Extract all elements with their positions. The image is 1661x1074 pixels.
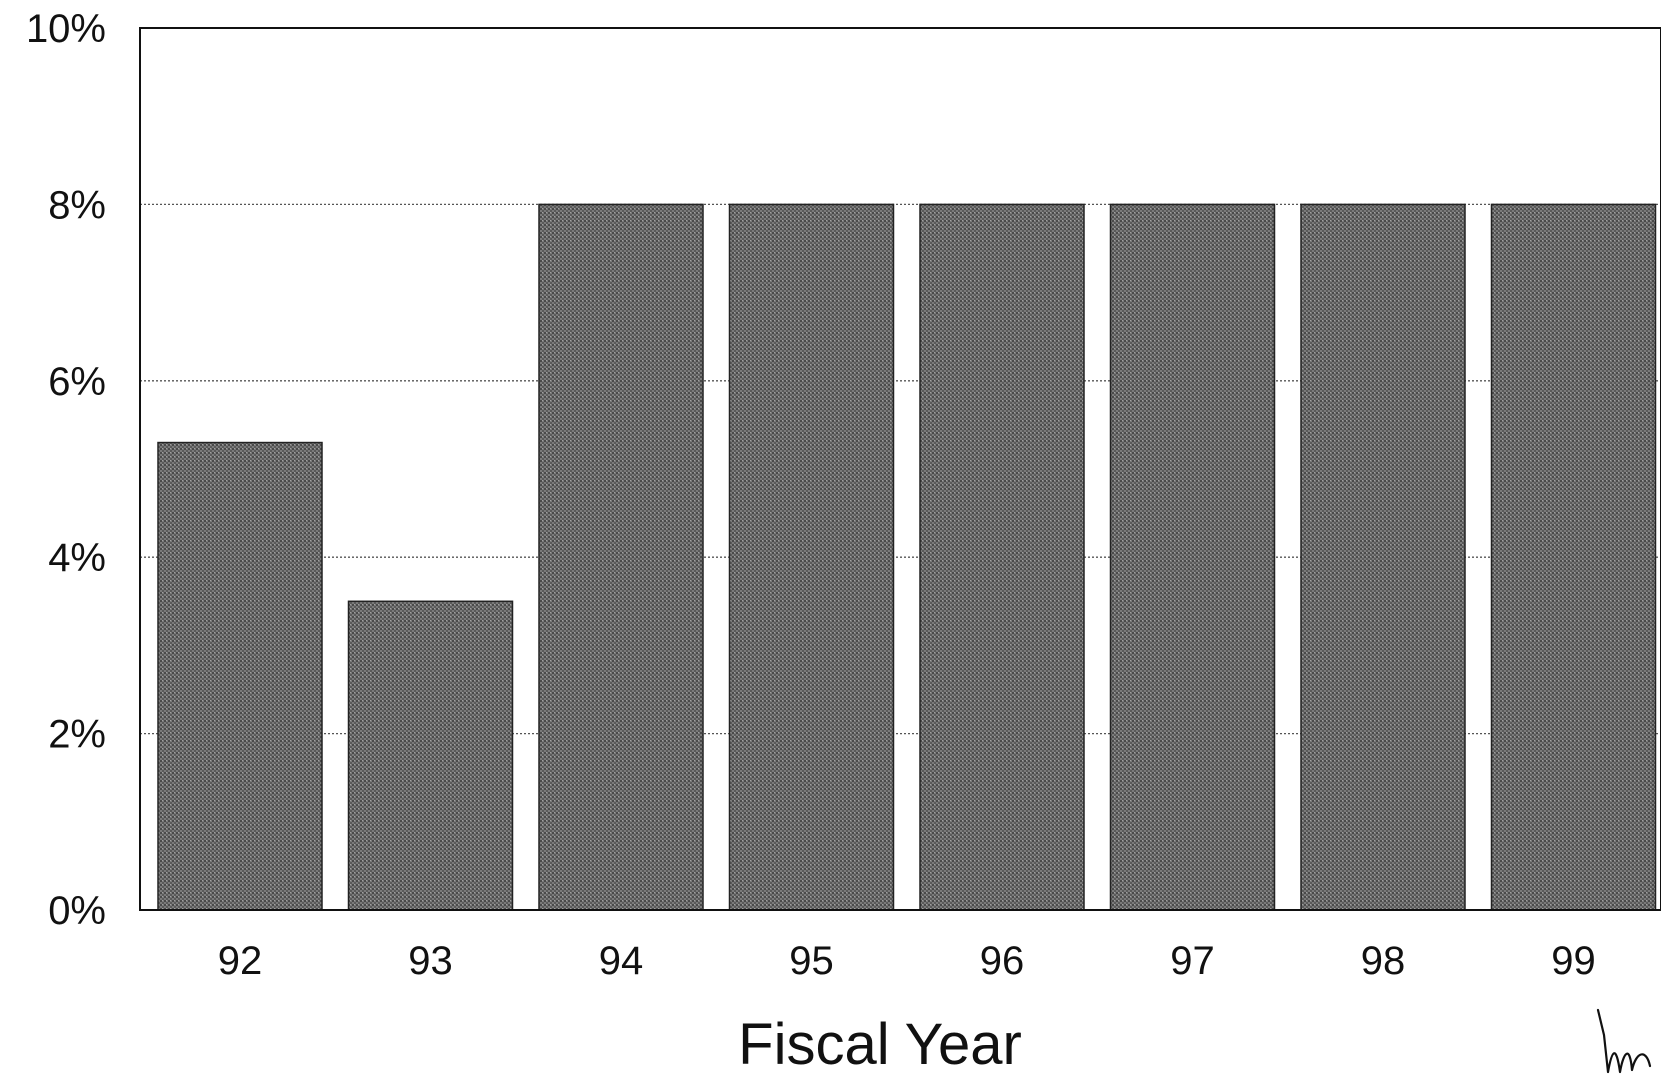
x-tick-label: 97 xyxy=(1170,939,1215,983)
y-tick-label: 8% xyxy=(48,183,106,227)
x-tick-label: 96 xyxy=(980,939,1025,983)
x-axis-title: Fiscal Year xyxy=(738,1012,1022,1074)
y-axis-ticks: 0% 2% 4% 6% 8% 10% xyxy=(26,7,106,933)
y-tick-label: 2% xyxy=(48,713,106,757)
bar-92 xyxy=(157,441,323,911)
x-tick-label: 95 xyxy=(789,939,834,983)
bars xyxy=(157,203,1657,911)
x-tick-label: 92 xyxy=(218,939,263,983)
x-tick-label: 94 xyxy=(599,939,644,983)
handwritten-mark xyxy=(1596,1008,1652,1074)
x-tick-label: 98 xyxy=(1361,939,1406,983)
x-tick-label: 93 xyxy=(408,939,453,983)
bar-99 xyxy=(1490,203,1657,911)
y-tick-label: 10% xyxy=(26,7,106,51)
y-tick-label: 4% xyxy=(48,536,106,580)
bar-94 xyxy=(538,203,704,911)
x-tick-label: 99 xyxy=(1551,939,1596,983)
plot-frame xyxy=(139,27,1661,911)
y-tick-label: 0% xyxy=(48,889,106,933)
bar-98 xyxy=(1300,203,1466,911)
y-tick-label: 6% xyxy=(48,360,106,404)
bar-93 xyxy=(347,600,514,911)
bar-96 xyxy=(919,203,1085,911)
bar-95 xyxy=(728,203,895,911)
x-axis-ticks: 92 93 94 95 96 97 98 99 xyxy=(218,939,1596,983)
bar-97 xyxy=(1109,203,1276,911)
